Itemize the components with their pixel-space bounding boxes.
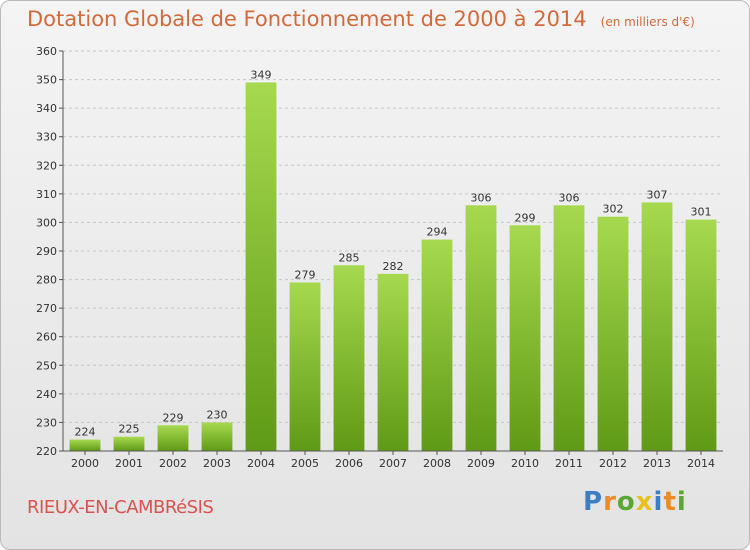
y-axis-ticks: 220 230 240 250 260 270 280 290 300 310 320 330 340 3… bbox=[36, 45, 63, 458]
y-tick-label: 320 bbox=[36, 159, 57, 172]
x-tick-label: 2012 bbox=[599, 457, 627, 470]
logo-letter: t bbox=[663, 487, 677, 517]
x-tick-label: 2004 bbox=[247, 457, 275, 470]
bar bbox=[597, 216, 629, 451]
x-axis-ticks: 2000 2001 2002 2003 2004 2005 2006 2007 2008 2009… bbox=[71, 451, 715, 470]
commune-name: RIEUX-EN-CAMBRéSIS bbox=[27, 497, 214, 518]
bar bbox=[201, 422, 233, 451]
y-tick-label: 230 bbox=[36, 416, 57, 429]
bar bbox=[685, 219, 717, 451]
y-tick-label: 240 bbox=[36, 388, 57, 401]
x-tick-label: 2006 bbox=[335, 457, 363, 470]
x-tick-label: 2003 bbox=[203, 457, 231, 470]
data-label: 349 bbox=[251, 68, 272, 81]
y-tick-label: 300 bbox=[36, 216, 57, 229]
x-tick-label: 2000 bbox=[71, 457, 99, 470]
data-label: 279 bbox=[295, 268, 316, 281]
x-tick-label: 2007 bbox=[379, 457, 407, 470]
logo-letter: i bbox=[653, 487, 664, 517]
y-tick-label: 270 bbox=[36, 302, 57, 315]
data-label: 299 bbox=[515, 211, 536, 224]
chart-title: Dotation Globale de Fonctionnement de 20… bbox=[27, 7, 695, 31]
bar bbox=[377, 273, 409, 451]
y-tick-label: 220 bbox=[36, 445, 57, 458]
data-label: 224 bbox=[75, 426, 96, 439]
x-tick-label: 2010 bbox=[511, 457, 539, 470]
bar bbox=[553, 205, 585, 451]
x-tick-label: 2011 bbox=[555, 457, 583, 470]
y-tick-label: 310 bbox=[36, 188, 57, 201]
data-label: 230 bbox=[207, 408, 228, 421]
y-tick-label: 250 bbox=[36, 359, 57, 372]
data-label: 285 bbox=[339, 251, 360, 264]
y-tick-label: 340 bbox=[36, 102, 57, 115]
y-tick-label: 290 bbox=[36, 245, 57, 258]
logo-letter: x bbox=[635, 487, 654, 517]
bar bbox=[69, 439, 101, 451]
x-tick-label: 2009 bbox=[467, 457, 495, 470]
y-tick-label: 330 bbox=[36, 131, 57, 144]
bar bbox=[157, 425, 189, 451]
x-tick-label: 2002 bbox=[159, 457, 187, 470]
x-tick-label: 2005 bbox=[291, 457, 319, 470]
data-label: 229 bbox=[163, 411, 184, 424]
logo-letter: i bbox=[676, 487, 687, 517]
bar bbox=[641, 202, 673, 451]
bar bbox=[245, 82, 277, 451]
logo-letter: o bbox=[616, 487, 636, 517]
x-tick-label: 2014 bbox=[687, 457, 715, 470]
data-label: 307 bbox=[647, 188, 668, 201]
bar bbox=[113, 436, 145, 451]
data-label: 301 bbox=[691, 206, 712, 219]
y-tick-label: 260 bbox=[36, 331, 57, 344]
data-label: 306 bbox=[471, 191, 492, 204]
data-label: 294 bbox=[427, 226, 448, 239]
x-tick-label: 2013 bbox=[643, 457, 671, 470]
data-labels: 224 225 229 230 349 279 285 282 294 306 299 306 302 3… bbox=[75, 68, 712, 438]
y-tick-label: 360 bbox=[36, 45, 57, 58]
bar bbox=[421, 239, 453, 451]
bar bbox=[509, 225, 541, 451]
y-tick-label: 350 bbox=[36, 74, 57, 87]
data-label: 225 bbox=[119, 423, 140, 436]
x-tick-label: 2001 bbox=[115, 457, 143, 470]
bar bbox=[289, 282, 321, 451]
bar bbox=[333, 265, 365, 451]
data-label: 302 bbox=[603, 203, 624, 216]
data-label: 282 bbox=[383, 260, 404, 273]
y-tick-label: 280 bbox=[36, 274, 57, 287]
data-label: 306 bbox=[559, 191, 580, 204]
bars bbox=[69, 82, 717, 451]
logo-letter: P bbox=[583, 487, 604, 517]
proxiti-logo: Proxiti bbox=[583, 487, 687, 517]
title-text: Dotation Globale de Fonctionnement de 20… bbox=[27, 7, 587, 31]
chart-subtitle: (en milliers d'€) bbox=[600, 15, 695, 29]
bar bbox=[465, 205, 497, 451]
logo-letter: r bbox=[603, 487, 617, 517]
x-tick-label: 2008 bbox=[423, 457, 451, 470]
